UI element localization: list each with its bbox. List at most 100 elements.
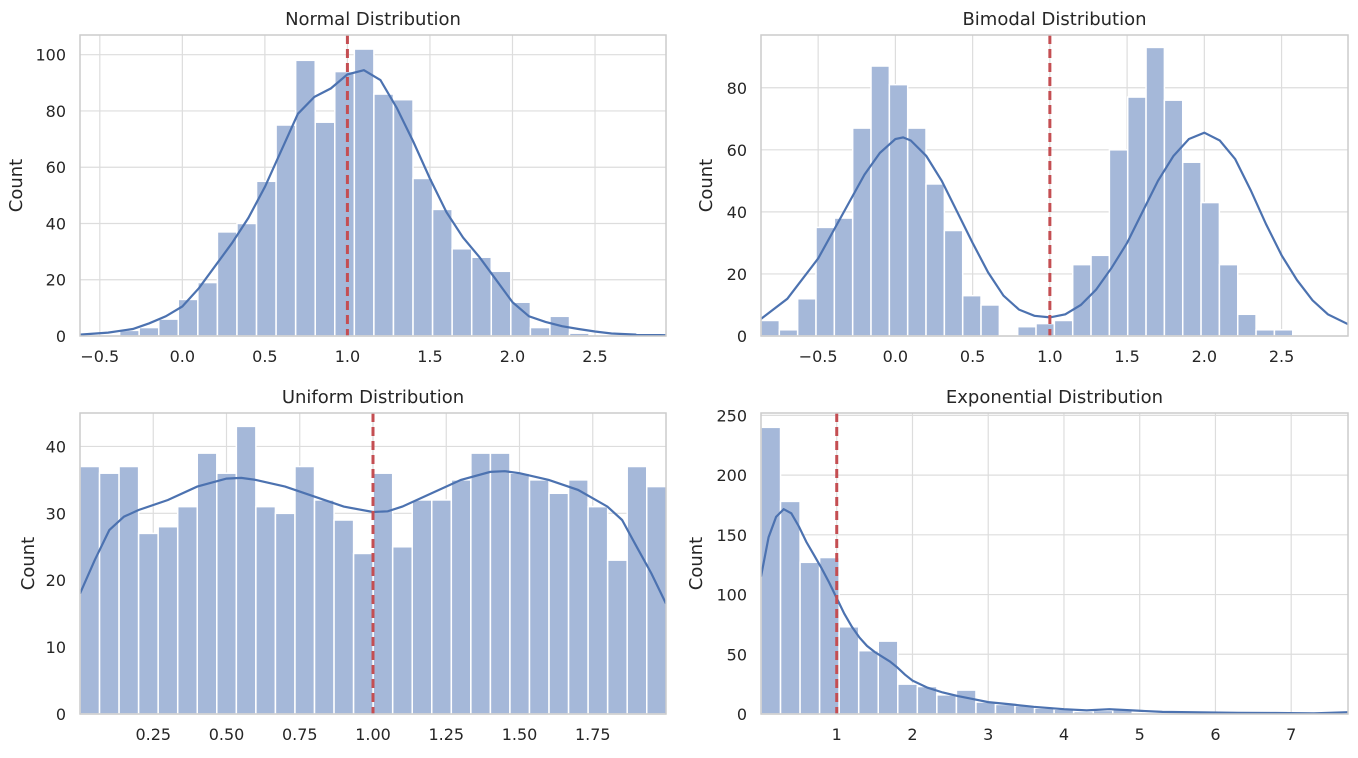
plot-frame bbox=[760, 34, 1349, 337]
histogram-bar bbox=[936, 694, 958, 714]
x-tick-label: 1.25 bbox=[428, 725, 464, 744]
histogram-bar bbox=[1090, 254, 1111, 336]
x-tick-label: 2.0 bbox=[500, 347, 525, 366]
y-tick-label: 60 bbox=[727, 141, 747, 160]
y-axis-label: Count bbox=[686, 537, 707, 590]
histogram-bar bbox=[626, 465, 648, 714]
x-tick-label: 1.5 bbox=[417, 347, 442, 366]
histogram-bar bbox=[137, 532, 159, 714]
y-tick-label: 50 bbox=[727, 645, 747, 664]
x-tick-label: 2.5 bbox=[1269, 347, 1294, 366]
histogram-bars bbox=[761, 46, 1294, 336]
x-tick-label: 1.50 bbox=[502, 725, 538, 744]
chart-title: Bimodal Distribution bbox=[962, 9, 1146, 30]
histogram-bar bbox=[1218, 263, 1239, 336]
uniform-histogram-panel: 0.25 0.50 0.75 1.00 1.25 1.50 1.75 0 10 20 30 40 Uni… bbox=[18, 387, 667, 744]
histogram-bar bbox=[412, 177, 434, 336]
y-tick-label: 60 bbox=[46, 158, 66, 177]
histogram-bar bbox=[391, 546, 413, 714]
x-tick-label: −0.5 bbox=[80, 347, 119, 366]
histogram-bar bbox=[833, 217, 854, 336]
y-tick-label: 40 bbox=[46, 214, 66, 233]
y-tick-label: 80 bbox=[46, 102, 66, 121]
y-tick-label: 20 bbox=[727, 265, 747, 284]
histogram-bar bbox=[157, 318, 180, 336]
histogram-bar bbox=[961, 294, 982, 336]
histogram-bar bbox=[1035, 322, 1056, 336]
histogram-bar bbox=[294, 59, 316, 336]
x-tick-label: 4 bbox=[1059, 725, 1069, 744]
x-tick-label: 6 bbox=[1210, 725, 1220, 744]
histogram-bar bbox=[274, 512, 296, 714]
y-tick-label: 20 bbox=[46, 571, 66, 590]
bimodal-histogram-panel: −0.5 0.0 0.5 1.0 1.5 2.0 2.5 0 20 40 60 80 Bimodal D… bbox=[696, 9, 1349, 366]
histogram-bar bbox=[216, 231, 238, 336]
x-tick-label: 1.5 bbox=[1114, 347, 1139, 366]
x-tick-label: 2 bbox=[907, 725, 917, 744]
x-tick-label: 1.75 bbox=[575, 725, 611, 744]
y-tick-label: 10 bbox=[46, 638, 66, 657]
histogram-bar bbox=[176, 505, 199, 714]
histogram-bar bbox=[606, 559, 628, 714]
histogram-bar bbox=[196, 452, 218, 714]
histogram-bar bbox=[943, 229, 964, 336]
x-tick-label: 2.0 bbox=[1192, 347, 1217, 366]
histogram-bar bbox=[450, 479, 472, 714]
histogram-bars bbox=[761, 426, 1329, 714]
histogram-bar bbox=[1108, 149, 1129, 336]
x-tick-label: −0.5 bbox=[799, 347, 838, 366]
histogram-bar bbox=[587, 505, 609, 714]
x-tick-label: 1 bbox=[832, 725, 842, 744]
kde-curve bbox=[80, 69, 666, 336]
plot-frame bbox=[79, 412, 667, 715]
histogram-bar bbox=[1053, 319, 1074, 336]
histogram-bar bbox=[778, 329, 799, 336]
histogram-bar bbox=[877, 640, 899, 714]
histogram-bar bbox=[333, 519, 355, 714]
y-tick-label: 0 bbox=[56, 705, 66, 724]
y-tick-label: 0 bbox=[56, 327, 66, 346]
kde-curve bbox=[761, 507, 1348, 714]
histogram-bar bbox=[313, 499, 335, 714]
histogram-bar bbox=[888, 83, 909, 336]
histogram-bar bbox=[1016, 325, 1037, 336]
histogram-bar bbox=[177, 298, 199, 336]
y-tick-label: 0 bbox=[737, 705, 747, 724]
histogram-bar bbox=[799, 561, 821, 714]
histogram-bar bbox=[98, 472, 120, 714]
x-tick-label: 2.5 bbox=[582, 347, 607, 366]
plot-frame bbox=[760, 412, 1349, 715]
histogram-bar bbox=[1255, 329, 1276, 336]
histogram-bar bbox=[870, 65, 891, 336]
y-tick-label: 80 bbox=[727, 79, 747, 98]
histogram-bar bbox=[216, 472, 238, 714]
histogram-bar bbox=[411, 499, 433, 714]
histogram-bar bbox=[528, 479, 550, 714]
x-tick-label: 0.0 bbox=[170, 347, 195, 366]
x-tick-label: 1.0 bbox=[335, 347, 360, 366]
histogram-bar bbox=[897, 683, 919, 714]
histogram-bar bbox=[1236, 313, 1257, 336]
histogram-bar bbox=[851, 127, 872, 336]
exponential-histogram-panel: 1 2 3 4 5 6 7 0 50 100 150 200 250 Exponential Distri… bbox=[686, 387, 1349, 744]
histogram-bar bbox=[451, 248, 473, 336]
y-axis-label: Count bbox=[696, 159, 717, 212]
y-tick-label: 0 bbox=[737, 327, 747, 346]
histogram-bar bbox=[567, 479, 589, 714]
histogram-bar bbox=[1273, 329, 1294, 336]
histogram-bar bbox=[197, 281, 219, 336]
histogram-bar bbox=[118, 465, 140, 714]
histogram-bar bbox=[353, 48, 375, 336]
y-tick-label: 100 bbox=[716, 586, 747, 605]
y-tick-label: 20 bbox=[46, 271, 66, 290]
y-tick-label: 40 bbox=[727, 203, 747, 222]
histogram-bar bbox=[529, 326, 551, 336]
histogram-bar bbox=[857, 649, 879, 714]
histogram-bar bbox=[235, 425, 257, 714]
histogram-bar bbox=[314, 121, 336, 336]
x-tick-label: 0.5 bbox=[960, 347, 985, 366]
histogram-bar bbox=[838, 626, 860, 714]
chart-title: Normal Distribution bbox=[285, 9, 461, 30]
normal-histogram-panel: −0.5 0.0 0.5 1.0 1.5 2.0 2.5 0 20 40 60 80 100 Normal… bbox=[6, 9, 667, 366]
histogram-bar bbox=[645, 485, 666, 714]
